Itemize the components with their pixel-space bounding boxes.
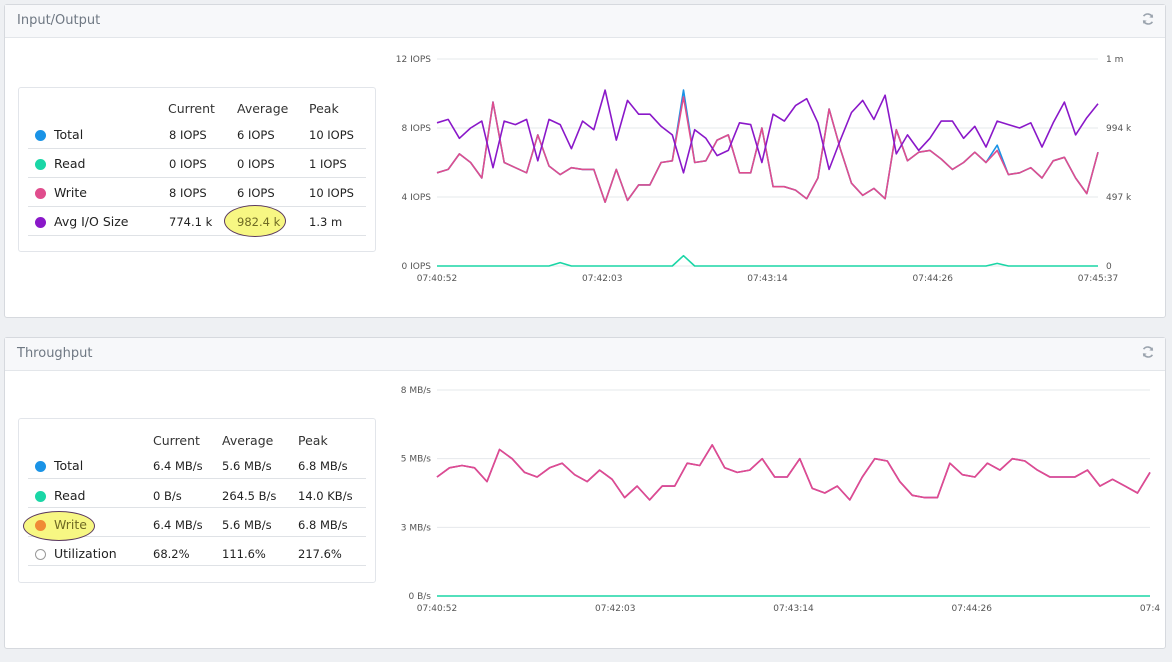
header-peak: Peak — [298, 433, 328, 448]
header-current: Current — [153, 433, 200, 448]
series-line — [436, 89, 1099, 174]
legend-dot-read[interactable] — [35, 159, 46, 170]
header-peak: Peak — [309, 101, 339, 116]
stats-row-write: Write 6.4 MB/s 5.6 MB/s 6.8 MB/s — [23, 507, 366, 541]
throughput-chart[interactable]: 8 MB/s 5 MB/s 3 MB/s 0 B/s 07:40:52 07:42:03 0… — [385, 378, 1160, 618]
legend-dot-total[interactable] — [35, 461, 46, 472]
legend-dot-total[interactable] — [35, 130, 46, 141]
x-tick-label: 07:43:14 — [773, 604, 814, 614]
x-tick-label: 07:45:37 — [1078, 274, 1118, 284]
x-tick-label: 07:40:52 — [417, 274, 457, 284]
row-label-highlighted: Write — [54, 517, 88, 532]
row-label: Read — [54, 156, 86, 171]
series-line — [436, 444, 1151, 501]
row-peak: 1 IOPS — [309, 157, 347, 171]
stats-row-total: Total 8 IOPS 6 IOPS 10 IOPS — [28, 119, 366, 149]
highlight-ellipse — [224, 205, 286, 237]
row-peak: 10 IOPS — [309, 186, 354, 200]
row-average: 264.5 B/s — [222, 489, 277, 503]
throughput-panel-title: Throughput — [17, 346, 93, 361]
legend-dot-write[interactable] — [35, 188, 46, 199]
row-peak: 217.6% — [298, 547, 342, 561]
y-tick-label: 8 IOPS — [402, 124, 432, 134]
refresh-icon[interactable] — [1141, 345, 1155, 359]
row-average: 0 IOPS — [237, 157, 275, 171]
row-label: Read — [54, 488, 86, 503]
x-tick-label: 07:40:52 — [417, 604, 457, 614]
y-tick-label: 3 MB/s — [401, 523, 432, 533]
x-tick-label: 07:4 — [1140, 604, 1160, 614]
io-panel-title: Input/Output — [17, 13, 101, 28]
row-label: Avg I/O Size — [54, 214, 129, 229]
io-panel-header: Input/Output — [5, 5, 1165, 38]
row-label: Total — [54, 127, 84, 142]
stats-row-avg-io-size: Avg I/O Size 774.1 k 982.4 k 1.3 m — [28, 205, 366, 237]
row-peak: 6.8 MB/s — [298, 459, 348, 473]
stats-row-read: Read 0 IOPS 0 IOPS 1 IOPS — [28, 148, 366, 178]
x-tick-label: 07:42:03 — [595, 604, 635, 614]
io-panel: Input/Output Current Average Peak Total … — [4, 4, 1166, 318]
header-current: Current — [168, 101, 215, 116]
highlight-ellipse — [23, 511, 95, 541]
row-average: 6 IOPS — [237, 128, 275, 142]
x-tick-label: 07:43:14 — [747, 274, 788, 284]
y-tick-label: 0 IOPS — [402, 262, 432, 272]
row-current: 6.4 MB/s — [153, 518, 203, 532]
legend-dot-read[interactable] — [35, 491, 46, 502]
series-line — [437, 254, 1098, 267]
stats-row-utilization: Utilization 68.2% 111.6% 217.6% — [28, 536, 366, 566]
throughput-panel-header: Throughput — [5, 338, 1165, 371]
row-current: 774.1 k — [169, 215, 213, 229]
legend-dot-avg-io-size[interactable] — [35, 217, 46, 228]
row-current: 6.4 MB/s — [153, 459, 203, 473]
row-current: 8 IOPS — [169, 186, 207, 200]
y-right-tick-label: 0 — [1106, 262, 1112, 272]
row-average: 5.6 MB/s — [222, 459, 272, 473]
row-label: Write — [54, 185, 88, 200]
row-average: 6 IOPS — [237, 186, 275, 200]
throughput-panel: Throughput Current Average Peak Total 6.… — [4, 337, 1166, 649]
row-average-highlighted: 982.4 k — [237, 215, 281, 229]
series-line — [436, 96, 1099, 203]
stats-row-read: Read 0 B/s 264.5 B/s 14.0 KB/s — [28, 478, 366, 508]
x-tick-label: 07:42:03 — [582, 274, 622, 284]
stats-row-total: Total 6.4 MB/s 5.6 MB/s 6.8 MB/s — [28, 449, 366, 479]
y-right-tick-label: 497 k — [1106, 193, 1132, 203]
legend-dot-write[interactable] — [35, 520, 46, 531]
y-tick-label: 0 B/s — [409, 592, 432, 602]
series-line — [436, 89, 1099, 203]
header-average: Average — [222, 433, 274, 448]
row-peak: 14.0 KB/s — [298, 489, 353, 503]
y-tick-label: 5 MB/s — [401, 455, 432, 465]
x-tick-label: 07:44:26 — [952, 604, 993, 614]
row-average: 111.6% — [222, 547, 266, 561]
io-chart[interactable]: 12 IOPS 8 IOPS 4 IOPS 0 IOPS 1 m 994 k 497 k 0 0… — [385, 49, 1145, 289]
legend-dot-utilization[interactable] — [35, 549, 46, 560]
row-average: 5.6 MB/s — [222, 518, 272, 532]
row-label: Total — [54, 458, 84, 473]
row-current: 0 IOPS — [169, 157, 207, 171]
y-tick-label: 12 IOPS — [396, 55, 431, 65]
y-right-tick-label: 1 m — [1106, 55, 1123, 65]
x-tick-label: 07:44:26 — [913, 274, 954, 284]
row-peak: 6.8 MB/s — [298, 518, 348, 532]
throughput-stats-table: Current Average Peak Total 6.4 MB/s 5.6 … — [18, 418, 376, 583]
row-label: Utilization — [54, 546, 117, 561]
y-tick-label: 4 IOPS — [402, 193, 432, 203]
header-average: Average — [237, 101, 289, 116]
row-current: 68.2% — [153, 547, 190, 561]
row-peak: 10 IOPS — [309, 128, 354, 142]
refresh-icon[interactable] — [1141, 12, 1155, 26]
stats-row-write: Write 8 IOPS 6 IOPS 10 IOPS — [28, 177, 366, 207]
y-right-tick-label: 994 k — [1106, 124, 1132, 134]
row-peak: 1.3 m — [309, 215, 343, 229]
row-current: 0 B/s — [153, 489, 182, 503]
row-current: 8 IOPS — [169, 128, 207, 142]
y-tick-label: 8 MB/s — [401, 386, 432, 396]
io-stats-table: Current Average Peak Total 8 IOPS 6 IOPS… — [18, 87, 376, 252]
